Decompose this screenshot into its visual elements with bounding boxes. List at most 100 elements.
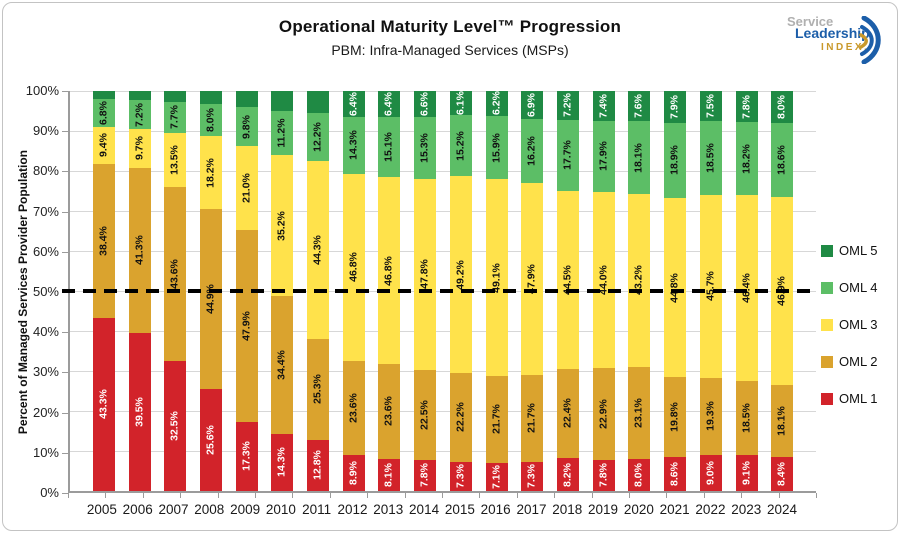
segment-2009-oml-1: 17.3% [235,421,258,491]
gridline-90 [70,131,816,132]
x-axis-label-2019: 2019 [588,502,619,517]
segment-label: 14.3% [275,447,288,478]
legend-label: OML 3 [839,317,878,332]
segment-label: 11.2% [275,118,288,148]
bar-column-2020: 8.0% 23.1% 43.2% 18.1% 7.6% [622,91,658,491]
x-axis-tick-mark [703,493,705,498]
x-axis-tick-mark [816,493,817,498]
segment-label: 21.7% [490,404,503,435]
segment-label: 18.1% [775,406,788,437]
segment-label: 7.5% [704,94,717,118]
segment-label: 18.2% [740,143,752,174]
segment-label: 8.1% [382,462,395,487]
gridline-20 [70,411,816,412]
segment-2016-oml-2: 21.7% [485,375,508,463]
segment-label: 17.7% [561,140,574,171]
segment-label: 9.0% [704,461,717,485]
segment-2008-oml-3: 18.2% [199,136,222,210]
segment-2021-oml-3: 44.8% [664,198,687,378]
legend-item-oml-4: OML 4 [821,280,897,295]
segment-2019-oml-1: 7.8% [592,459,615,491]
segment-label: 45.7% [704,271,717,302]
segment-2019-oml-5: 7.4% [592,91,615,121]
legend-swatch-icon [821,244,833,257]
segment-label: 44.8% [668,272,681,303]
segment-2022-oml-1: 9.0% [699,455,722,491]
segment-2006-oml-3: 9.7% [128,129,151,168]
segment-label: 23.6% [382,396,395,427]
segment-label: 9.7% [133,136,146,161]
segment-2013-oml-5: 6.4% [378,91,401,117]
y-axis-tick-label: 80% [32,163,59,179]
segment-label: 21.7% [525,403,538,434]
x-axis-tick-mark [180,493,182,498]
segment-2008-oml-4: 8.0% [199,104,222,137]
x-axis-label-2015: 2015 [444,502,475,517]
stacked-bar-2014: 7.8% 22.5% 47.8% 15.3% 6.6% [414,91,437,491]
segment-2008-oml-2: 44.9% [199,209,222,389]
segment-label: 47.9% [240,311,253,341]
segment-label: 34.4% [275,350,288,380]
segment-2020-oml-3: 43.2% [628,193,651,367]
y-axis-tick-label: 90% [32,123,59,139]
y-axis-tick-mark [62,493,68,494]
segment-2022-oml-4: 18.5% [699,121,722,196]
x-axis-tick-mark [329,493,331,498]
segment-label: 35.2% [275,210,288,241]
legend-item-oml-2: OML 2 [821,354,897,369]
segment-label: 18.5% [740,402,752,433]
segment-label: 8.0% [775,95,788,119]
segment-2019-oml-3: 44.0% [592,192,615,369]
segment-label: 43.6% [168,258,181,289]
y-axis-tick-mark [62,131,68,133]
segment-2017-oml-1: 7.3% [521,461,544,491]
segment-2010-oml-5 [271,91,294,111]
bar-column-2013: 8.1% 23.6% 46.8% 15.1% 6.4% [372,91,408,491]
y-axis-tick-mark [62,412,68,414]
legend-swatch-icon [821,281,833,294]
segment-2016-oml-1: 7.1% [485,462,508,491]
segment-label: 7.2% [133,102,146,127]
x-axis-label-2008: 2008 [194,502,225,517]
segment-label: 44.3% [311,235,324,265]
bar-column-2014: 7.8% 22.5% 47.8% 15.3% 6.6% [407,91,443,491]
x-axis-label-2013: 2013 [373,502,404,517]
x-axis-label-2005: 2005 [86,502,117,517]
legend-label: OML 5 [839,243,878,258]
segment-2006-oml-1: 39.5% [128,333,151,491]
segment-label: 46.4% [740,272,752,303]
stacked-bar-2013: 8.1% 23.6% 46.8% 15.1% 6.4% [378,91,401,491]
bar-column-2019: 7.8% 22.9% 44.0% 17.9% 7.4% [586,91,622,491]
x-axis-tick-mark [68,493,69,498]
segment-2022-oml-3: 45.7% [699,195,722,378]
segment-label: 6.4% [382,91,395,116]
x-axis-label-2018: 2018 [552,502,583,517]
segment-2005-oml-3: 9.4% [92,126,115,165]
segment-label: 9.8% [240,114,253,139]
legend-label: OML 1 [839,391,878,406]
x-axis-tick-mark [142,493,144,498]
stacked-bar-2017: 7.3% 21.7% 47.9% 16.2% 6.9% [521,91,544,491]
x-axis-labels: 2005 2006 2007 2008 2009 2010 2011 2012 2013 2014… [68,502,816,520]
segment-2007-oml-2: 43.6% [164,186,187,361]
segment-2020-oml-1: 8.0% [628,459,651,491]
segment-label: 21.0% [240,173,253,204]
segment-label: 7.9% [668,94,681,119]
segment-label: 7.7% [168,105,181,130]
bar-column-2011: 12.8% 25.3% 44.3% 12.2% [300,91,336,491]
segment-label: 15.1% [382,131,395,162]
legend-label: OML 4 [839,280,878,295]
segment-2014-oml-4: 15.3% [414,117,437,179]
legend-item-oml-5: OML 5 [821,243,897,258]
x-axis-tick-mark [666,493,668,498]
y-axis-tick-labels: 0% 10% 20% 30% 40% 50% 60% 70% 80% 90% 100% [3,83,59,500]
segment-2023-oml-3: 46.4% [735,195,758,381]
x-axis-tick-marks [68,493,817,499]
segment-2023-oml-4: 18.2% [735,122,758,196]
segment-2012-oml-4: 14.3% [342,116,365,174]
y-axis-tick-label: 70% [32,203,59,219]
segment-label: 39.5% [133,397,146,427]
segment-2018-oml-3: 44.5% [556,190,579,369]
x-axis-label-2012: 2012 [337,502,368,517]
stacked-bar-2009: 17.3% 47.9% 21.0% 9.8% [235,91,258,491]
